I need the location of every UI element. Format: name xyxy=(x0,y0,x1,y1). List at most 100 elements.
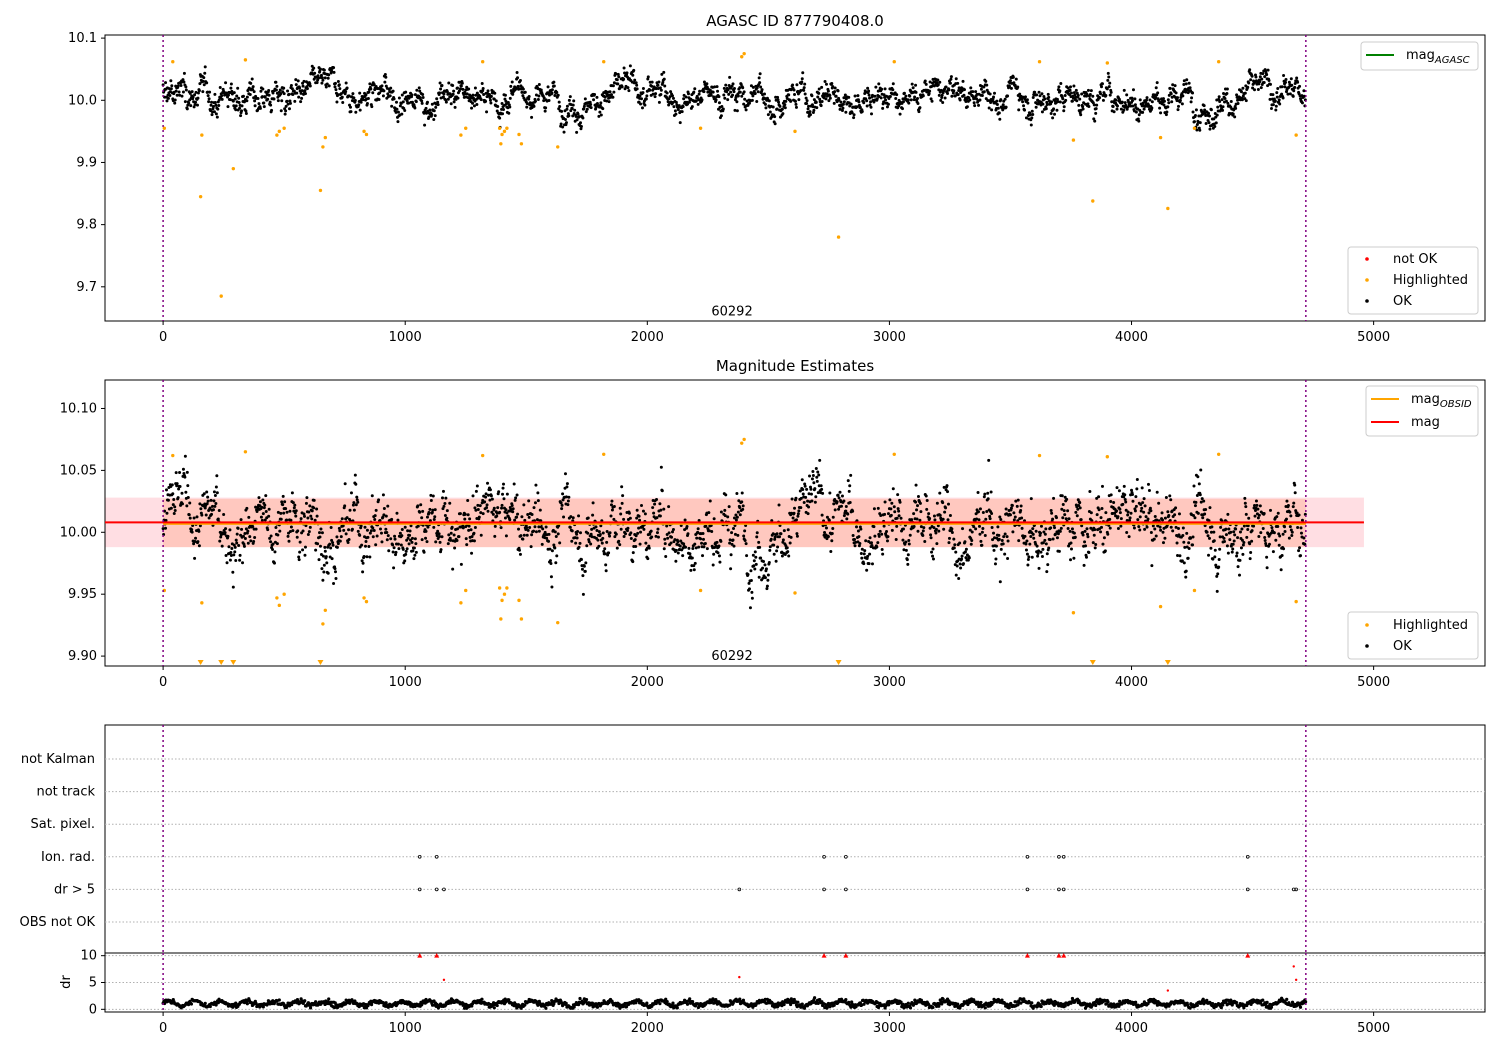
p2-ok-point xyxy=(953,543,957,547)
p1-ok-point xyxy=(1141,110,1145,114)
p1-ok-point xyxy=(643,103,647,107)
p2-ok-point xyxy=(782,529,786,533)
p2-ok-point xyxy=(775,532,779,536)
p2-ok-point xyxy=(1045,570,1049,574)
p1-ok-point xyxy=(956,81,960,85)
p2-ok-point xyxy=(183,454,187,458)
p1-ok-point xyxy=(242,100,246,104)
p2-ok-point xyxy=(665,524,669,528)
p2-ok-point xyxy=(663,537,667,541)
p1-ok-point xyxy=(1208,127,1212,131)
p1-ok-point xyxy=(956,93,960,97)
p1-ok-point xyxy=(214,103,218,107)
p1-ok-point xyxy=(333,81,337,85)
p1-ok-point xyxy=(1268,97,1272,101)
p1-ok-point xyxy=(378,91,382,95)
p1-ok-point xyxy=(1166,105,1170,109)
p1-ok-point xyxy=(638,94,642,98)
p1-ok-point xyxy=(1256,88,1260,92)
p1-ok-point xyxy=(1180,102,1184,106)
p1-ok-point xyxy=(488,98,492,102)
p2-ok-point xyxy=(561,492,565,496)
p1-ok-point xyxy=(640,97,644,101)
p1-ok-point xyxy=(1178,98,1182,102)
p2-ok-point xyxy=(375,534,379,538)
p2-ok-point xyxy=(1189,536,1193,540)
p1-ok-point xyxy=(1192,120,1196,124)
p2-ok-point xyxy=(1289,514,1293,518)
p1-ok-point xyxy=(1059,82,1063,86)
p1-ok-point xyxy=(654,92,658,96)
p2-ok-point xyxy=(560,507,564,511)
p2-ok-point xyxy=(1230,550,1234,554)
p1-ok-point xyxy=(359,100,363,104)
p2-ok-point xyxy=(832,502,836,506)
p2-highlighted-point xyxy=(275,596,279,600)
p2-ok-point xyxy=(1171,529,1175,533)
p2-ok-point xyxy=(289,525,293,529)
p2-ok-point xyxy=(261,512,265,516)
p2-ok-point xyxy=(687,546,691,550)
p1-ok-point xyxy=(803,82,807,86)
p2-ok-point xyxy=(1141,501,1145,505)
p2-ok-point xyxy=(982,495,986,499)
p2-ok-point xyxy=(1222,539,1226,543)
p1-ok-point xyxy=(974,90,978,94)
p1-ok-point xyxy=(817,91,821,95)
p2-ok-point xyxy=(589,542,593,546)
p1-ok-point xyxy=(386,92,390,96)
p2-ok-point xyxy=(275,542,279,546)
p2-ok-point xyxy=(1089,526,1093,530)
p2-ok-point xyxy=(655,531,659,535)
p2-ok-point xyxy=(405,547,409,551)
p1-ok-point xyxy=(984,79,988,83)
p2-ok-point xyxy=(1279,568,1283,572)
p2-ok-point xyxy=(298,550,302,554)
p1-ok-point xyxy=(182,80,186,84)
p2-ok-point xyxy=(269,540,273,544)
p2-ok-point xyxy=(285,510,289,514)
p1-ok-point xyxy=(253,99,257,103)
p2-ok-point xyxy=(719,539,723,543)
p2-ok-point xyxy=(360,543,364,547)
p1-ok-point xyxy=(711,90,715,94)
p2-ok-point xyxy=(743,539,747,543)
p2-ok-point xyxy=(206,495,210,499)
p2-ok-point xyxy=(615,546,619,550)
p2-ok-point xyxy=(369,529,373,533)
p2-ok-point xyxy=(723,514,727,518)
p2-ok-point xyxy=(463,512,467,516)
p2-ok-point xyxy=(1270,526,1274,530)
p2-ok-point xyxy=(1191,543,1195,547)
p2-ok-point xyxy=(1009,506,1013,510)
p2-ok-point xyxy=(1226,551,1230,555)
p2-ok-point xyxy=(474,508,478,512)
p2-ok-point xyxy=(355,495,359,499)
p1-ok-point xyxy=(558,105,562,109)
p2-ok-point xyxy=(880,547,884,551)
p2-ok-point xyxy=(886,535,890,539)
p1-ok-point xyxy=(1218,99,1222,103)
p2-ok-point xyxy=(659,465,663,469)
p2-below-range-marker xyxy=(835,660,842,665)
p2-ok-point xyxy=(923,540,927,544)
p1-highlighted-point xyxy=(459,133,463,137)
p2-ok-point xyxy=(1297,549,1301,553)
p2-ok-point xyxy=(1112,500,1116,504)
p2-ok-point xyxy=(299,517,303,521)
p2-ok-point xyxy=(764,567,768,571)
p2-ok-point xyxy=(748,606,752,610)
p2-ok-point xyxy=(515,493,519,497)
p1-ok-point xyxy=(1109,90,1113,94)
p1-ok-point xyxy=(192,105,196,109)
p2-ok-point xyxy=(244,527,248,531)
p1-ok-point xyxy=(921,94,925,98)
p1-ok-point xyxy=(1184,90,1188,94)
p2-ok-point xyxy=(996,525,1000,529)
p2-ok-point xyxy=(649,529,653,533)
p1-ok-point xyxy=(778,104,782,108)
p1-axes-frame xyxy=(104,34,1486,322)
p2-ok-point xyxy=(846,512,850,516)
p2-ok-point xyxy=(1283,529,1287,533)
